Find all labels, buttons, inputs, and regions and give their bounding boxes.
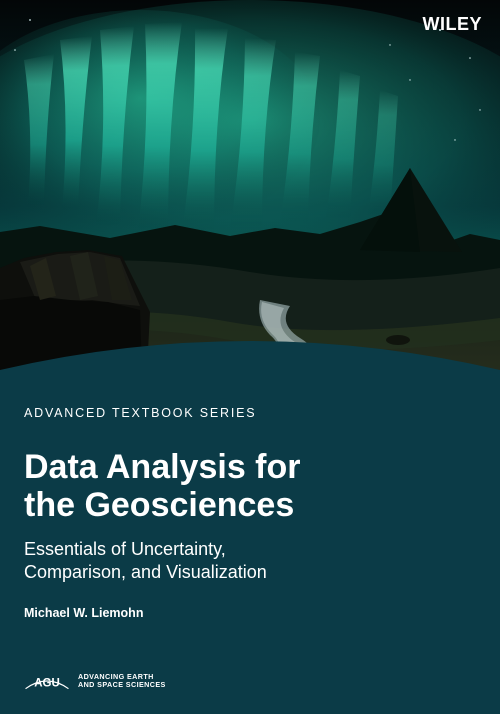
series-label: ADVANCED TEXTBOOK SERIES: [24, 406, 256, 420]
title-line-1: Data Analysis for: [24, 448, 301, 486]
book-subtitle: Essentials of Uncertainty, Comparison, a…: [24, 538, 267, 584]
book-title: Data Analysis for the Geosciences: [24, 448, 301, 524]
title-line-2: the Geosciences: [24, 486, 294, 524]
agu-mark-icon: AGU: [24, 670, 70, 692]
subtitle-line-2: Comparison, and Visualization: [24, 562, 267, 582]
agu-tagline-line-2: AND SPACE SCIENCES: [78, 680, 166, 689]
agu-tagline: ADVANCING EARTH AND SPACE SCIENCES: [78, 673, 166, 690]
publisher-logo: WILEY: [423, 14, 483, 35]
book-cover: WILEY ADVANCED TEXTBOOK SERIES Data Anal…: [0, 0, 500, 714]
agu-logo: AGU ADVANCING EARTH AND SPACE SCIENCES: [24, 670, 166, 692]
subtitle-line-1: Essentials of Uncertainty,: [24, 539, 226, 559]
agu-mark-text: AGU: [34, 677, 60, 689]
author-name: Michael W. Liemohn: [24, 606, 143, 620]
